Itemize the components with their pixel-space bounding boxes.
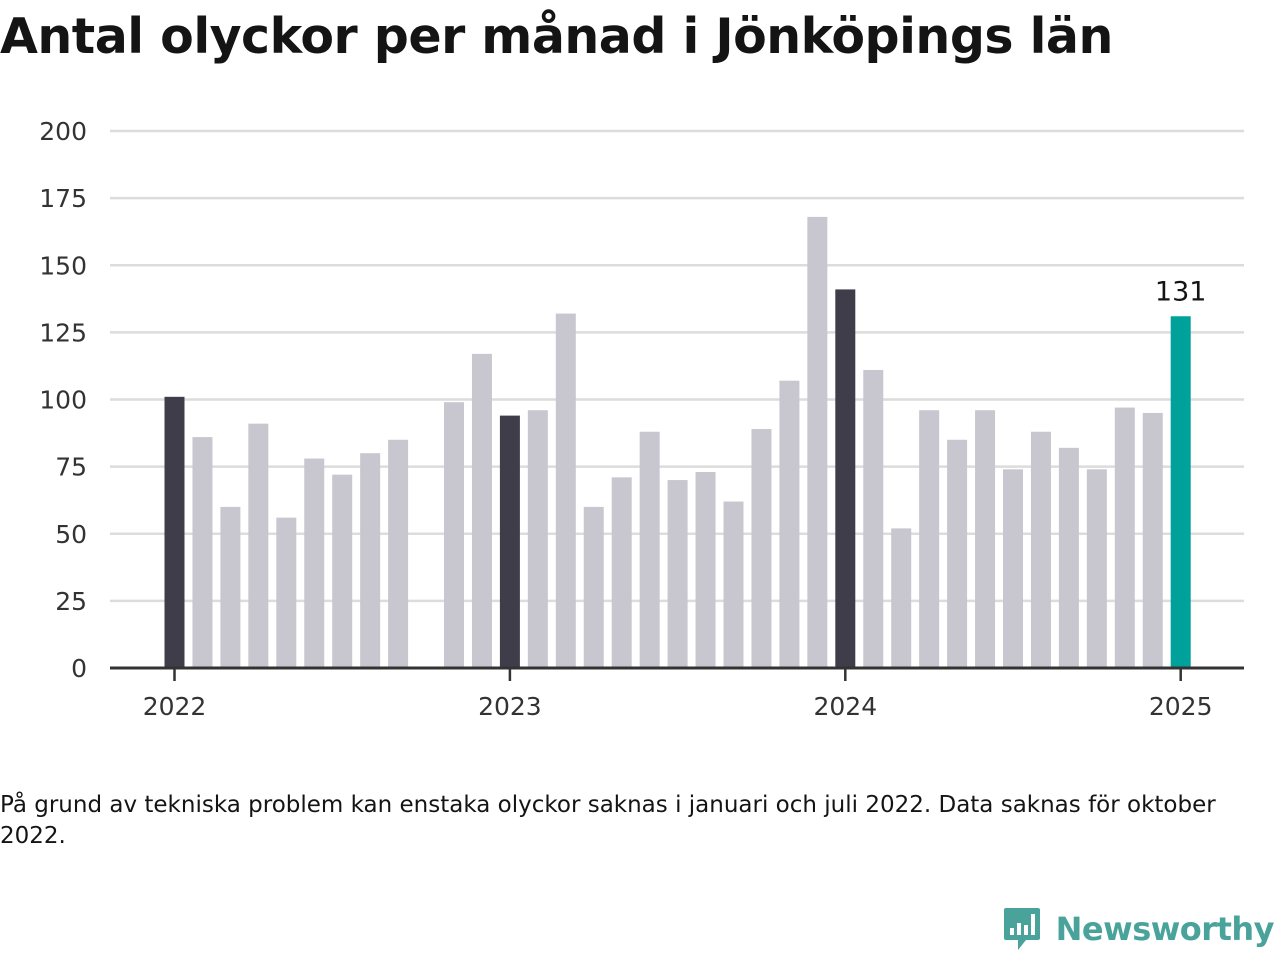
bar-2022-12 (471, 353, 492, 668)
bar-2024-10 (1086, 469, 1107, 668)
bar-2022-02 (192, 437, 213, 668)
brand-name: Newsworthy (1055, 910, 1275, 948)
bar-2023-11 (779, 380, 800, 668)
chart-title: Antal olyckor per månad i Jönköpings län (0, 8, 1113, 65)
bar-2022-01 (164, 396, 185, 668)
brand-logo: Newsworthy (1002, 904, 1275, 954)
bar-2024-03 (891, 528, 912, 668)
bar-2023-03 (555, 313, 576, 668)
bar-2023-08 (695, 471, 716, 668)
bar-2023-09 (723, 501, 744, 668)
bar-2024-12 (1142, 412, 1163, 668)
bar-2023-05 (611, 477, 632, 668)
bar-2022-03 (220, 506, 241, 668)
y-tick-label: 0 (71, 654, 87, 683)
bar-2024-02 (863, 369, 884, 668)
data-labels: 131 (1155, 276, 1207, 307)
y-tick-label: 150 (39, 251, 87, 280)
bar-2024-01 (835, 289, 856, 668)
bar-2023-01 (499, 415, 520, 668)
y-tick-label: 125 (39, 318, 87, 347)
bar-2022-06 (304, 458, 325, 668)
x-tick-label: 2022 (143, 692, 207, 721)
bar-2022-11 (444, 402, 464, 668)
bar-2023-07 (667, 480, 688, 668)
bar-2025-01 (1170, 316, 1191, 668)
bar-2023-02 (527, 410, 548, 668)
y-tick-label: 175 (39, 184, 87, 213)
y-tick-label: 200 (39, 117, 87, 146)
bar-2022-07 (332, 474, 353, 668)
bar-2022-08 (360, 453, 381, 668)
bar-2023-10 (751, 429, 772, 668)
bars (164, 216, 1191, 669)
x-tick-label: 2023 (478, 692, 542, 721)
footnote: På grund av tekniska problem kan enstaka… (0, 792, 1216, 849)
bar-2022-05 (276, 517, 297, 668)
y-axis-ticks: 0 25 50 75 100 125 150 175 200 (39, 117, 87, 683)
bar-2022-09 (388, 439, 409, 668)
bar-2022-04 (248, 423, 269, 668)
bar-2024-09 (1058, 447, 1079, 668)
y-tick-label: 100 (39, 386, 87, 415)
bar-2024-08 (1030, 431, 1051, 668)
x-axis-ticks: 2022 2023 2024 2025 (143, 668, 1213, 721)
bar-2023-04 (583, 506, 604, 668)
bar-2024-11 (1114, 407, 1135, 668)
bar-2023-06 (639, 431, 660, 668)
x-tick-label: 2025 (1149, 692, 1213, 721)
x-tick-label: 2024 (813, 692, 877, 721)
y-tick-label: 25 (55, 587, 87, 616)
data-label-latest: 131 (1155, 276, 1207, 307)
bar-chart-speech-bubble-icon (1003, 908, 1040, 950)
y-tick-label: 50 (55, 520, 87, 549)
bar-2024-07 (1003, 469, 1023, 668)
bar-2024-04 (919, 410, 940, 668)
bar-2024-05 (947, 439, 968, 668)
bar-2024-06 (975, 410, 996, 668)
bar-2023-12 (807, 216, 828, 669)
y-tick-label: 75 (55, 453, 87, 482)
